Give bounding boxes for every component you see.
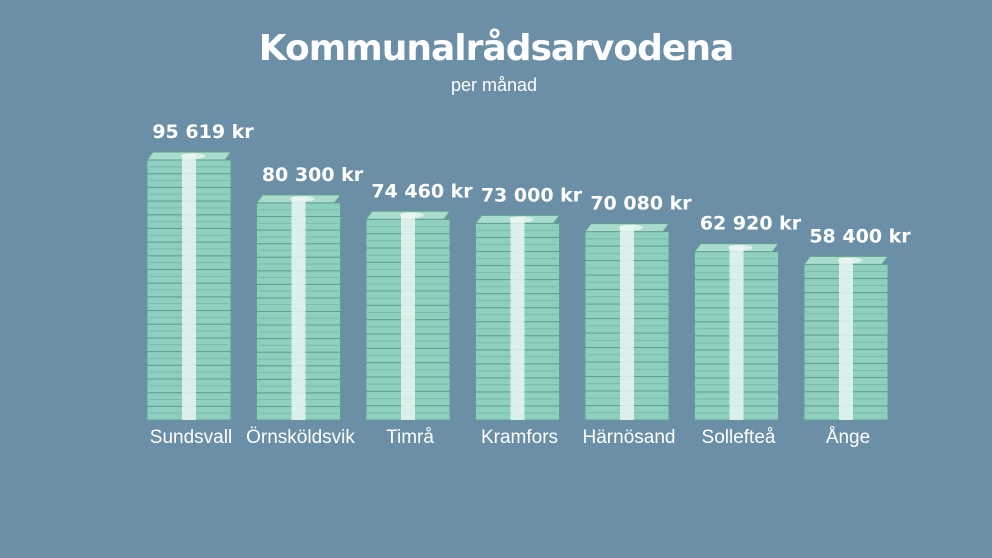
category-label: Sollefteå	[702, 427, 776, 448]
value-label: 62 920 kr	[700, 213, 802, 235]
category-label: Kramfors	[481, 427, 558, 448]
bar-stack	[584, 223, 670, 421]
bar-stack	[474, 214, 561, 421]
value-label: 95 619 kr	[152, 121, 254, 143]
value-labels-group: 95 619 kr 80 300 kr 74 460 kr 73 000 kr 70 0…	[152, 121, 911, 247]
category-label: Örnsköldsvik	[246, 427, 355, 448]
category-label: Timrå	[386, 427, 434, 448]
value-label: 70 080 kr	[590, 193, 692, 215]
bars-group	[146, 151, 889, 421]
category-label: Ånge	[826, 427, 870, 448]
bar-stack	[365, 210, 451, 421]
category-label: Sundsvall	[150, 427, 232, 448]
bar-stack	[693, 243, 780, 421]
bar-stack	[255, 194, 342, 421]
value-label: 58 400 kr	[809, 225, 911, 247]
category-labels-group: Sundsvall Örnsköldsvik Timrå Kramfors Härnös…	[150, 427, 870, 448]
category-label: Härnösand	[583, 427, 676, 448]
value-label: 73 000 kr	[481, 184, 583, 206]
bar-stack	[803, 255, 889, 421]
value-label: 80 300 kr	[262, 164, 364, 186]
chart-title: Kommunalrådsarvodena	[258, 28, 735, 69]
chart-subtitle: per månad	[450, 75, 538, 95]
value-label: 74 460 kr	[371, 180, 473, 202]
bar-stack	[146, 151, 232, 421]
